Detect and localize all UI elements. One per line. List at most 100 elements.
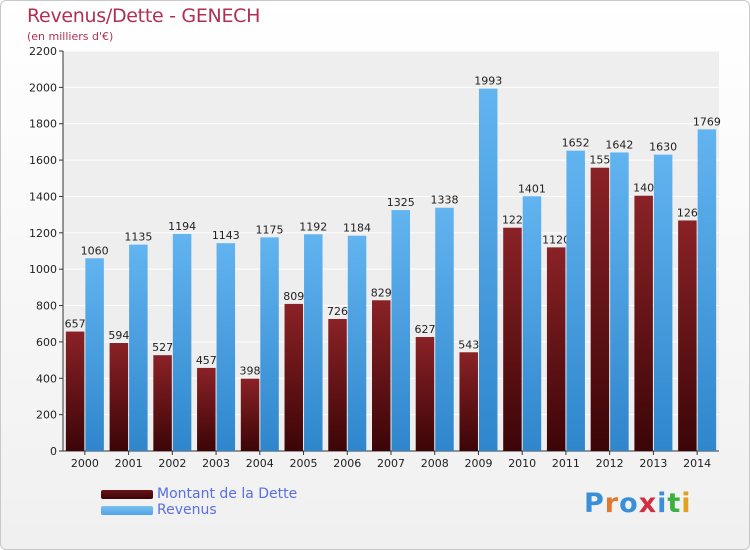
- logo-letter: o: [619, 488, 639, 519]
- bar-dette: [328, 319, 347, 451]
- bar-dette: [109, 343, 129, 451]
- bar-dette: [415, 337, 435, 451]
- data-label-dette: 457: [196, 354, 217, 367]
- data-label-revenus: 1769: [693, 115, 721, 128]
- y-tick-label: 600: [36, 336, 57, 349]
- bar-dette: [240, 378, 260, 451]
- bar-dette: [284, 303, 304, 451]
- data-label-revenus: 1143: [212, 229, 240, 242]
- bar-revenus: [435, 207, 454, 451]
- x-tick-label: 2000: [71, 457, 99, 470]
- bar-revenus: [304, 234, 323, 451]
- x-tick-label: 2011: [552, 457, 580, 470]
- legend-label-dette: Montant de la Dette: [157, 486, 298, 502]
- data-label-dette: 155: [589, 154, 610, 167]
- data-label-dette: 809: [283, 290, 304, 303]
- logo-letter: P: [584, 488, 605, 519]
- legend-swatch-revenus: [101, 506, 153, 515]
- y-tick-label: 1400: [29, 190, 57, 203]
- data-label-revenus: 1135: [124, 231, 152, 244]
- y-tick-label: 2000: [29, 81, 57, 94]
- bar-revenus: [697, 129, 717, 451]
- x-tick-label: 2004: [246, 457, 274, 470]
- y-tick-label: 2200: [29, 45, 57, 58]
- logo-letter: i: [681, 488, 692, 519]
- legend-swatch-dette: [101, 490, 153, 499]
- bar-dette: [678, 220, 697, 451]
- y-tick-label: 400: [36, 372, 57, 385]
- data-label-dette: 726: [327, 305, 348, 318]
- data-label-dette: 126: [677, 206, 698, 219]
- x-tick-label: 2014: [683, 457, 711, 470]
- logo-letter: t: [667, 488, 682, 519]
- data-label-revenus: 1194: [168, 220, 196, 233]
- data-label-revenus: 1401: [518, 182, 546, 195]
- x-tick-label: 2012: [596, 457, 624, 470]
- chart-subtitle: (en milliers d'€): [27, 30, 114, 43]
- plot-area: [63, 51, 719, 451]
- bar-revenus: [260, 237, 279, 451]
- data-label-dette: 543: [458, 338, 479, 351]
- data-label-revenus: 1184: [343, 222, 371, 235]
- data-label-revenus: 1338: [430, 194, 458, 207]
- data-label-dette: 527: [152, 341, 173, 354]
- y-tick-label: 1800: [29, 118, 57, 131]
- bar-dette: [634, 195, 653, 451]
- y-tick-label: 1600: [29, 154, 57, 167]
- bar-revenus: [653, 154, 673, 452]
- data-label-dette: 594: [108, 329, 129, 342]
- data-label-revenus: 1192: [299, 220, 327, 233]
- bar-revenus: [216, 243, 236, 451]
- bar-dette: [459, 352, 478, 451]
- logo-letter: x: [638, 488, 658, 519]
- bar-revenus: [610, 152, 629, 452]
- bar-revenus: [85, 258, 104, 451]
- x-tick-label: 2001: [115, 457, 143, 470]
- y-tick-label: 800: [36, 300, 57, 313]
- x-tick-label: 2013: [639, 457, 667, 470]
- data-label-dette: 398: [240, 365, 261, 378]
- logo-letter: i: [657, 488, 668, 519]
- data-label-dette: 122: [502, 214, 523, 227]
- data-label-dette: 627: [414, 323, 435, 336]
- bar-revenus: [478, 88, 498, 452]
- data-label-revenus: 1325: [387, 196, 415, 209]
- x-tick-label: 2006: [333, 457, 361, 470]
- x-tick-label: 2002: [158, 457, 186, 470]
- proxiti-logo: Proxiti: [584, 488, 692, 519]
- data-label-revenus: 1630: [649, 141, 677, 154]
- bar-revenus: [566, 150, 585, 452]
- data-label-revenus: 1060: [81, 244, 109, 257]
- bar-dette: [197, 367, 216, 451]
- chart-title: Revenus/Dette - GENECH: [27, 5, 261, 27]
- logo-letter: r: [604, 488, 620, 519]
- bar-revenus: [522, 196, 542, 451]
- bar-revenus: [172, 233, 192, 451]
- x-tick-label: 2010: [508, 457, 536, 470]
- bar-dette: [590, 167, 610, 451]
- legend-label-revenus: Revenus: [157, 502, 217, 518]
- bar-revenus: [129, 244, 148, 451]
- x-tick-label: 2005: [290, 457, 318, 470]
- y-tick-label: 0: [50, 445, 57, 458]
- data-label-revenus: 1652: [562, 137, 590, 150]
- y-tick-label: 1000: [29, 263, 57, 276]
- data-label-dette: 657: [65, 318, 86, 331]
- data-label-revenus: 1642: [605, 138, 633, 151]
- x-tick-label: 2008: [421, 457, 449, 470]
- bar-dette: [372, 300, 391, 451]
- x-tick-label: 2003: [202, 457, 230, 470]
- x-tick-label: 2007: [377, 457, 405, 470]
- data-label-dette: 1120: [542, 233, 570, 246]
- data-label-revenus: 1175: [256, 223, 284, 236]
- bar-dette: [503, 227, 522, 451]
- bar-dette: [153, 355, 172, 451]
- data-label-revenus: 1993: [474, 75, 502, 88]
- data-label-dette: 140: [633, 182, 654, 195]
- data-label-dette: 829: [371, 286, 392, 299]
- bar-dette: [546, 247, 566, 451]
- bar-revenus: [347, 235, 367, 451]
- x-tick-label: 2009: [464, 457, 492, 470]
